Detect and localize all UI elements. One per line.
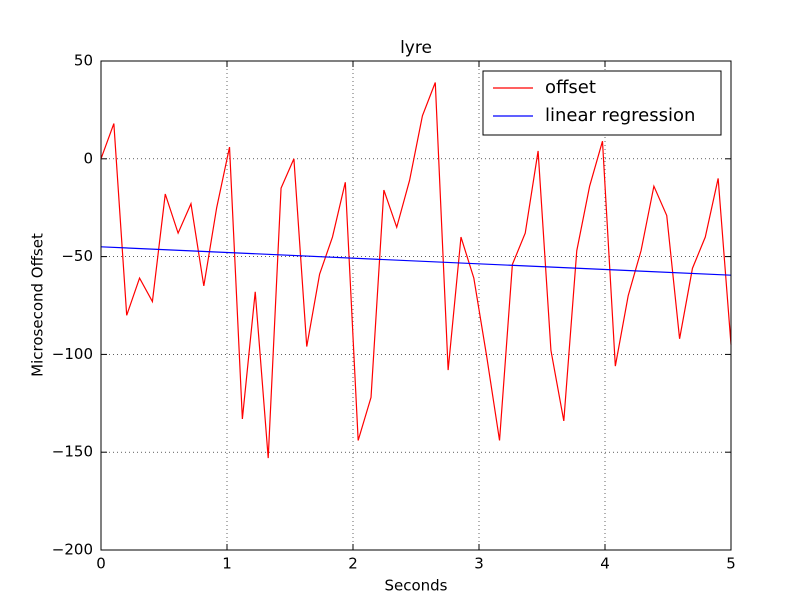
x-tick-label: 4 [600, 555, 610, 573]
y-tick-label: −200 [52, 541, 93, 559]
legend-label: offset [545, 77, 596, 98]
chart-title: lyre [400, 38, 432, 58]
x-tick-label: 0 [96, 555, 106, 573]
x-tick-label: 3 [474, 555, 484, 573]
y-tick-label: −150 [52, 443, 93, 461]
x-tick-label: 2 [348, 555, 358, 573]
x-tick-label: 1 [222, 555, 232, 573]
legend-label: linear regression [545, 105, 695, 126]
plot-frame [100, 60, 732, 551]
series-line [100, 246, 732, 276]
y-tick-label: −50 [61, 247, 93, 265]
y-tick-label: 50 [74, 52, 93, 70]
y-tick-label: 0 [83, 149, 93, 167]
series-line [100, 82, 732, 459]
x-axis-label: Seconds [384, 577, 447, 595]
x-tick-label: 5 [726, 555, 736, 573]
y-tick-label: −100 [52, 345, 93, 363]
y-axis-label: Microsecond Offset [29, 233, 47, 377]
legend-box [482, 70, 722, 136]
